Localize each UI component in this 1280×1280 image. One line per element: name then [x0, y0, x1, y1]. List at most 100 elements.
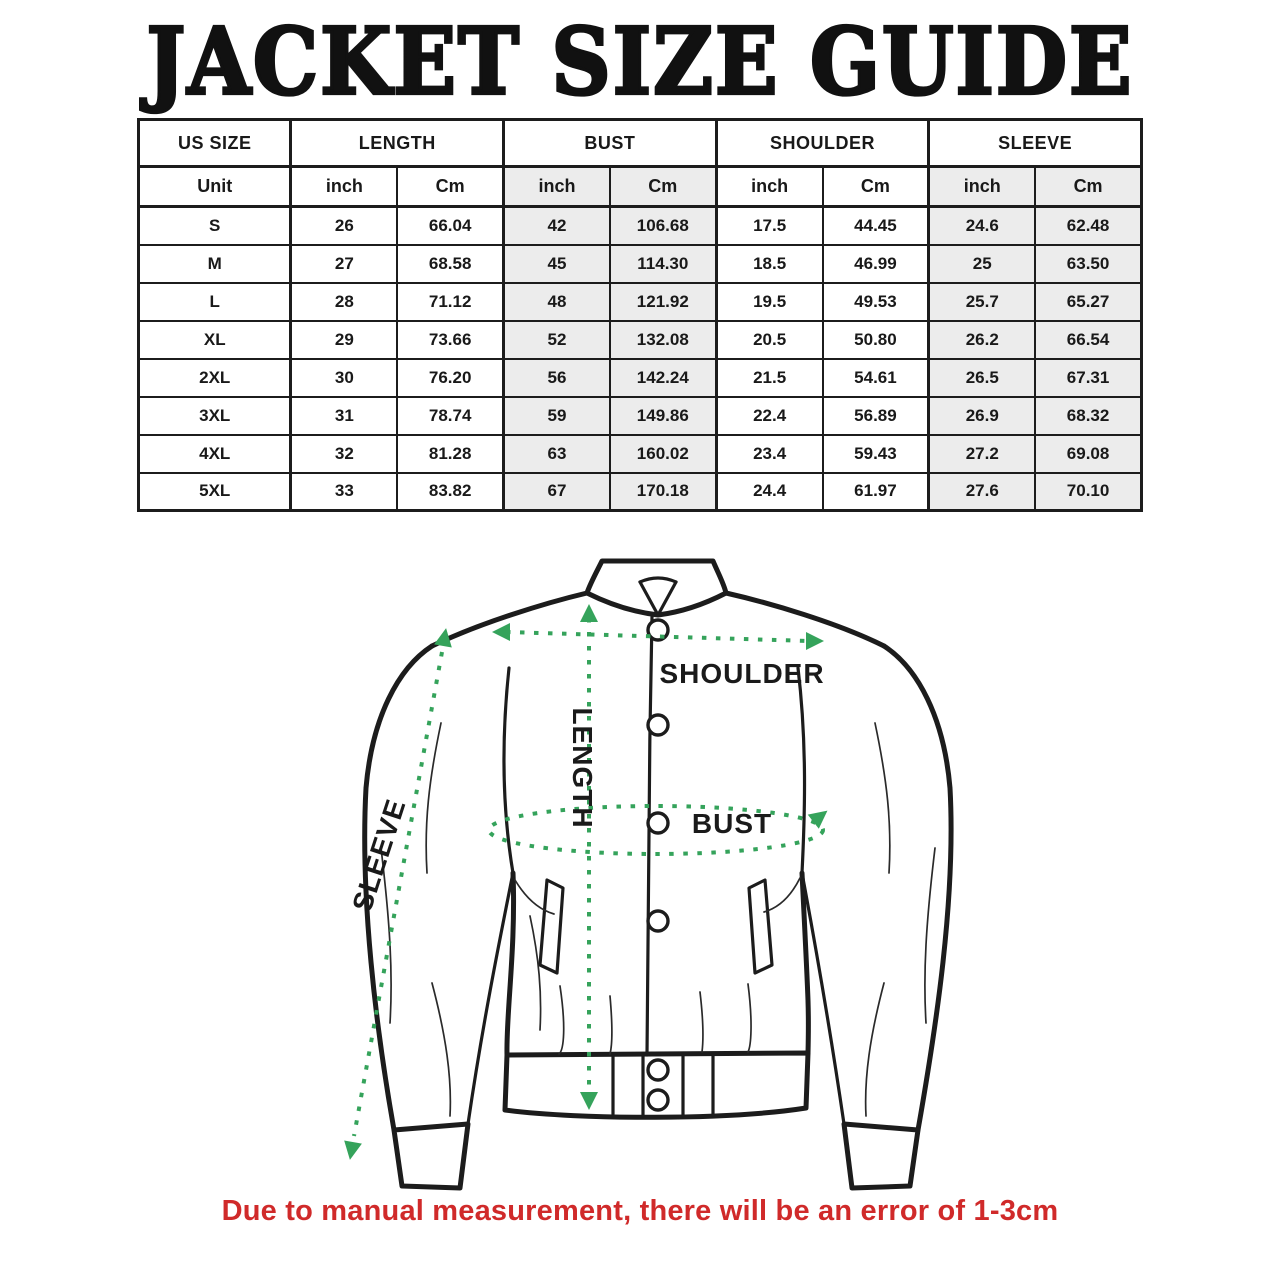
fold-line — [924, 847, 936, 1024]
unit-cell: Cm — [396, 165, 505, 208]
value-cell: 30 — [289, 357, 399, 398]
sleeve-arrowhead-bottom — [344, 1140, 362, 1160]
right-sleeve-outline — [881, 643, 954, 1133]
value-cell: 22.4 — [714, 395, 824, 436]
size-row-4xl: 4XL 32 81.28 63 160.02 23.4 59.43 27.2 69.08 — [137, 433, 1143, 474]
right-shoulder-seam — [723, 590, 887, 649]
value-cell: 69.08 — [1034, 433, 1143, 474]
value-cell: 66.54 — [1034, 319, 1143, 360]
size-table-body: S 26 66.04 42 106.68 17.5 44.45 24.6 62.48 M 27 68.… — [137, 205, 1143, 512]
value-cell: 70.10 — [1034, 471, 1143, 512]
value-cell: 59 — [502, 395, 611, 436]
value-cell: 26.5 — [927, 357, 1037, 398]
value-cell: 26.2 — [927, 319, 1037, 360]
size-row-m: M 27 68.58 45 114.30 18.5 46.99 25 63.50 — [137, 243, 1143, 284]
size-row-2xl: 2XL 30 76.20 56 142.24 21.5 54.61 26.5 67.31 — [137, 357, 1143, 398]
unit-header-cell: Unit — [137, 165, 292, 208]
unit-cell: Cm — [821, 165, 930, 208]
value-cell: 52 — [502, 319, 611, 360]
value-cell: 33 — [289, 471, 399, 512]
button — [646, 713, 670, 737]
value-cell: 21.5 — [714, 357, 824, 398]
length-label: LENGTH — [567, 707, 598, 828]
value-cell: 26 — [289, 205, 399, 246]
value-cell: 73.66 — [396, 319, 505, 360]
value-cell: 18.5 — [714, 243, 824, 284]
jacket-drawing — [362, 558, 954, 1191]
value-cell: 121.92 — [608, 281, 718, 322]
button — [646, 1088, 670, 1112]
right-armhole-seam — [796, 666, 807, 875]
shoulder-arrowhead-left — [492, 623, 510, 641]
sleeve-arrowhead-top — [434, 628, 452, 648]
size-table-head: US SIZE LENGTH BUST SHOULDER SLEEVE Unit inch C… — [137, 118, 1143, 208]
fold-line — [529, 915, 542, 1031]
left-cuff — [391, 1121, 471, 1191]
column-group-sleeve: SLEEVE — [927, 118, 1143, 168]
value-cell: 67 — [502, 471, 611, 512]
value-cell: 45 — [502, 243, 611, 284]
left-armhole-seam — [502, 666, 515, 875]
right-cuff — [841, 1121, 921, 1191]
size-row-l: L 28 71.12 48 121.92 19.5 49.53 25.7 65.27 — [137, 281, 1143, 322]
value-cell: 24.6 — [927, 205, 1037, 246]
size-cell: L — [137, 281, 292, 322]
value-cell: 27.2 — [927, 433, 1037, 474]
value-cell: 62.48 — [1034, 205, 1143, 246]
unit-cell: Cm — [1034, 165, 1143, 208]
value-cell: 65.27 — [1034, 281, 1143, 322]
button — [646, 811, 670, 835]
value-cell: 78.74 — [396, 395, 505, 436]
fold-line — [763, 877, 801, 913]
value-cell: 61.97 — [821, 471, 930, 512]
size-cell: 2XL — [137, 357, 292, 398]
size-cell: XL — [137, 319, 292, 360]
button — [646, 618, 670, 642]
value-cell: 24.4 — [714, 471, 824, 512]
value-cell: 106.68 — [608, 205, 718, 246]
unit-cell: inch — [502, 165, 611, 208]
value-cell: 32 — [289, 433, 399, 474]
column-group-length: LENGTH — [289, 118, 505, 168]
shoulder-label: SHOULDER — [659, 658, 824, 689]
size-cell: 5XL — [137, 471, 292, 512]
fold-line — [425, 722, 442, 874]
value-cell: 68.58 — [396, 243, 505, 284]
value-cell: 49.53 — [821, 281, 930, 322]
right-body-side — [799, 870, 811, 1056]
value-cell: 54.61 — [821, 357, 930, 398]
value-cell: 44.45 — [821, 205, 930, 246]
value-cell: 20.5 — [714, 319, 824, 360]
fold-line — [514, 879, 555, 915]
value-cell: 76.20 — [396, 357, 505, 398]
size-row-5xl: 5XL 33 83.82 67 170.18 24.4 61.97 27.6 70.10 — [137, 471, 1143, 512]
value-cell: 31 — [289, 395, 399, 436]
value-cell: 68.32 — [1034, 395, 1143, 436]
left-sleeve — [364, 646, 513, 1188]
value-cell: 66.04 — [396, 205, 505, 246]
size-row-xl: XL 29 73.66 52 132.08 20.5 50.80 26.2 66.54 — [137, 319, 1143, 360]
shoulder-arrowhead-right — [806, 632, 824, 650]
value-cell: 67.31 — [1034, 357, 1143, 398]
value-cell: 26.9 — [927, 395, 1037, 436]
value-cell: 149.86 — [608, 395, 718, 436]
fold-line — [747, 983, 752, 1053]
value-cell: 19.5 — [714, 281, 824, 322]
unit-cell: Cm — [608, 165, 718, 208]
unit-cell: inch — [289, 165, 399, 208]
value-cell: 50.80 — [821, 319, 930, 360]
value-cell: 56.89 — [821, 395, 930, 436]
fold-line — [558, 985, 565, 1055]
value-cell: 63 — [502, 433, 611, 474]
collar-notch — [638, 576, 678, 584]
title-bar: JACKET SIZE GUIDE — [0, 14, 1280, 110]
value-cell: 63.50 — [1034, 243, 1143, 284]
column-group-bust: BUST — [502, 118, 718, 168]
value-cell: 160.02 — [608, 433, 718, 474]
column-group-shoulder: SHOULDER — [714, 118, 930, 168]
fold-line — [609, 995, 613, 1055]
left-body-side — [504, 870, 517, 1058]
right-pocket — [747, 878, 774, 975]
value-cell: 170.18 — [608, 471, 718, 512]
value-cell: 59.43 — [821, 433, 930, 474]
